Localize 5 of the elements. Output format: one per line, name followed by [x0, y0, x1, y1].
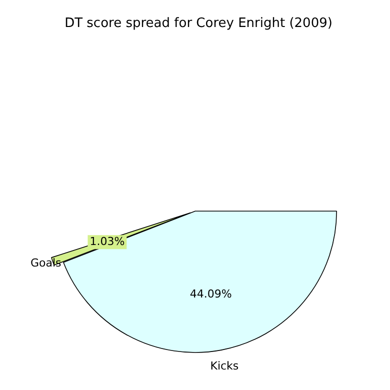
slice-label: Goals: [30, 256, 62, 270]
data-label: 44.09%: [190, 287, 232, 300]
slice-label: Kicks: [210, 360, 239, 373]
chart-title: DT score spread for Corey Enright (2009): [64, 16, 332, 32]
data-label: 1.03%: [90, 234, 125, 248]
